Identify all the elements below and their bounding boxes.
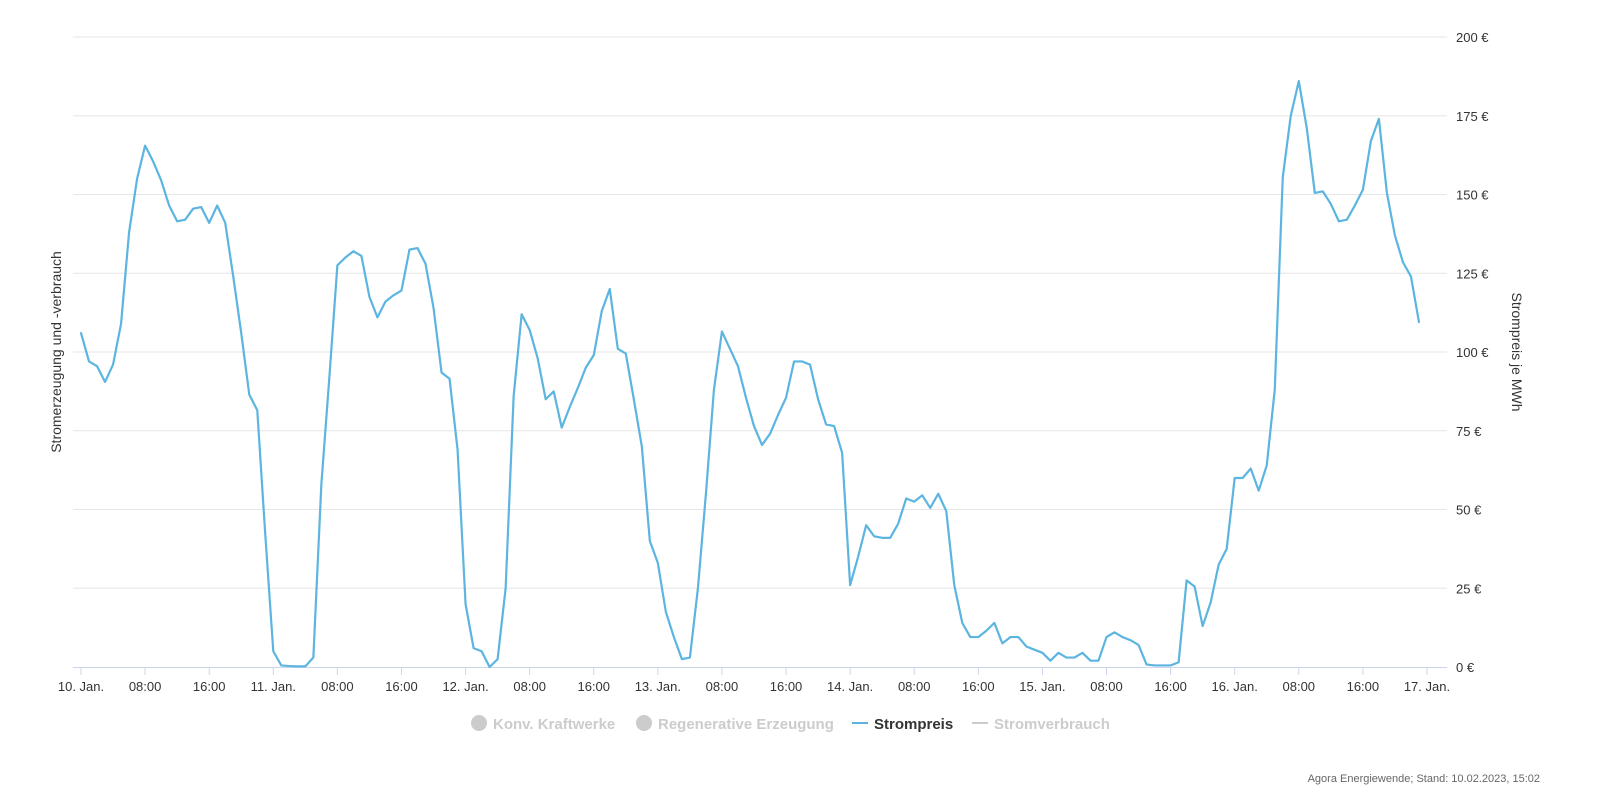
x-tick-label: 08:00 (706, 679, 739, 694)
legend-item-regenerative-erzeugung[interactable]: Regenerative Erzeugung (636, 715, 834, 733)
x-tick-label: 16:00 (962, 679, 995, 694)
x-tick-label: 12. Jan. (442, 679, 488, 694)
y-tick-label: 75 € (1456, 424, 1482, 439)
legend-symbol-circle (471, 715, 487, 731)
x-tick-label: 11. Jan. (251, 679, 296, 694)
y-tick-label: 200 € (1456, 30, 1489, 45)
x-tick-label: 08:00 (129, 679, 162, 694)
y-tick-label: 150 € (1456, 188, 1489, 203)
series-layer (79, 79, 1421, 669)
legend-item-stromverbrauch[interactable]: Stromverbrauch (972, 716, 1110, 733)
legend-label: Stromverbrauch (994, 716, 1110, 733)
x-tick-label: 15. Jan. (1019, 679, 1065, 694)
credit-text: Agora Energiewende; Stand: 10.02.2023, 1… (1308, 773, 1540, 785)
x-tick-label: 16:00 (1347, 679, 1380, 694)
legend-label: Regenerative Erzeugung (658, 716, 834, 733)
grid-lines (73, 36, 1447, 589)
y-axis-right-title: Strompreis je MWh (1509, 292, 1525, 411)
legend: Konv. Kraftwerke Regenerative Erzeugung St… (471, 715, 1110, 733)
legend-item-konv-kraftwerke[interactable]: Konv. Kraftwerke (471, 715, 615, 733)
legend-label: Strompreis (874, 716, 953, 733)
series-line-strompreis (79, 79, 1421, 669)
y-tick-label: 125 € (1456, 266, 1489, 281)
x-tick-label: 16:00 (193, 679, 226, 694)
legend-item-strompreis[interactable]: Strompreis (852, 716, 953, 733)
x-tick-label: 08:00 (1283, 679, 1316, 694)
x-tick-label: 16:00 (577, 679, 610, 694)
y-tick-label: 0 € (1456, 660, 1475, 675)
y-tick-label: 50 € (1456, 503, 1482, 518)
x-tick-label: 17. Jan. (1404, 679, 1450, 694)
x-tick-label: 08:00 (1090, 679, 1123, 694)
y-axis-right-ticks: 0 € 25 € 50 € 75 € 100 € 125 € 150 € 175 € 200 € (1456, 30, 1489, 675)
y-tick-label: 100 € (1456, 345, 1489, 360)
x-tick-label: 08:00 (321, 679, 354, 694)
x-tick-label: 13. Jan. (635, 679, 681, 694)
y-tick-label: 175 € (1456, 109, 1489, 124)
y-tick-label: 25 € (1456, 581, 1482, 596)
legend-label: Konv. Kraftwerke (493, 716, 615, 733)
x-tick-label: 16:00 (1154, 679, 1187, 694)
x-axis-ticks: 10. Jan. 08:00 16:00 11. Jan. 08:00 16:00 12. … (58, 667, 1450, 694)
x-tick-label: 16. Jan. (1212, 679, 1258, 694)
x-tick-label: 16:00 (770, 679, 803, 694)
x-tick-label: 10. Jan. (58, 679, 104, 694)
x-tick-label: 16:00 (385, 679, 418, 694)
x-tick-label: 08:00 (513, 679, 546, 694)
x-tick-label: 08:00 (898, 679, 931, 694)
y-axis-left-title: Stromerzeugung und -verbrauch (48, 251, 64, 453)
x-tick-label: 14. Jan. (827, 679, 873, 694)
legend-symbol-circle (636, 715, 652, 731)
